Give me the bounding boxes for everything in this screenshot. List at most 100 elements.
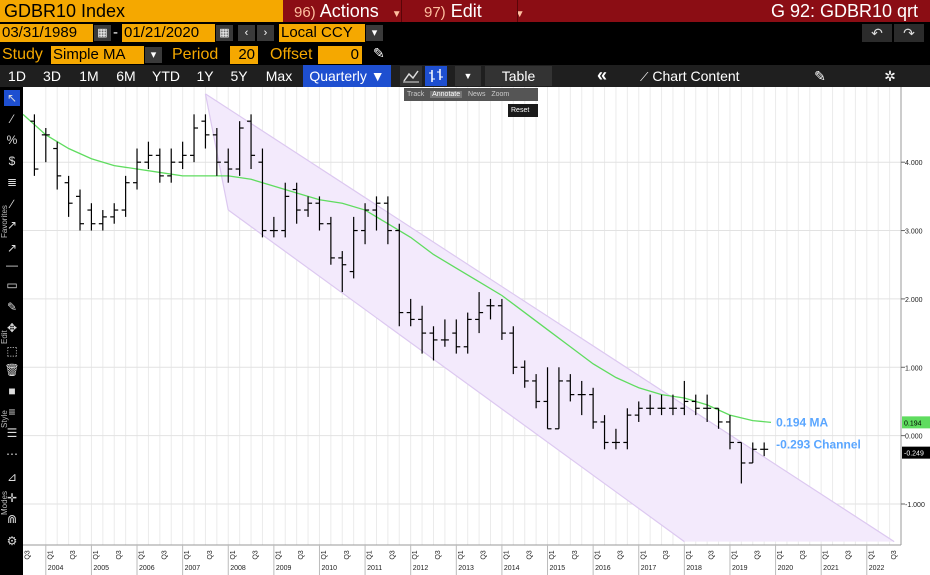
range-1m[interactable]: 1M — [79, 68, 99, 84]
dollar-tool-icon[interactable]: $ — [8, 154, 16, 168]
period-input[interactable]: 20 — [230, 46, 258, 64]
x-year-label: 2006 — [139, 565, 155, 572]
x-quarter-label: Q3 — [253, 550, 260, 559]
x-quarter-label: Q3 — [207, 550, 214, 559]
x-year-label: 2007 — [185, 565, 201, 572]
actions-menu[interactable]: 96) Actions ▼ — [294, 0, 402, 22]
edit-menu[interactable]: 97) Edit ▼ — [424, 0, 525, 22]
window-title: G 92: GDBR10 qrt — [770, 1, 918, 21]
calendar-icon[interactable]: ▦ — [216, 25, 233, 41]
range-1d[interactable]: 1D — [8, 68, 26, 84]
fib-tool-icon[interactable]: ≣ — [6, 175, 18, 189]
frequency-select[interactable]: Quarterly ▼ — [303, 65, 391, 87]
pencil-icon[interactable]: ✎ — [373, 45, 385, 61]
x-quarter-label: Q1 — [686, 550, 693, 559]
range-5y[interactable]: 5Y — [230, 68, 248, 84]
edit-caret-icon: ▼ — [514, 9, 525, 20]
x-year-label: 2017 — [641, 565, 657, 572]
ruler-icon[interactable]: ⊿ — [6, 470, 18, 484]
x-quarter-label: Q3 — [800, 550, 807, 559]
title-bar: GDBR10 Index 96) Actions ▼ 97) Edit ▼ G … — [0, 0, 930, 22]
undo-icon[interactable]: ↶ — [862, 24, 892, 42]
dashes-icon[interactable]: ⋯ — [6, 447, 18, 461]
cursor-icon[interactable]: ↖ — [4, 90, 20, 106]
start-date-input[interactable]: 03/31/1989 — [0, 24, 93, 42]
x-quarter-label: Q3 — [116, 550, 123, 559]
news-option[interactable]: News — [467, 91, 486, 98]
color-swatch-icon[interactable]: ■ — [8, 384, 16, 398]
x-year-label: 2011 — [367, 565, 382, 572]
ray-tool-icon[interactable]: ↗ — [6, 218, 18, 232]
trend-tool-icon[interactable]: ↗ — [6, 241, 18, 255]
x-quarter-label: Q1 — [275, 550, 282, 559]
chart-mode-popup: Track Annotate News Zoom — [404, 88, 538, 101]
line-weight-icon[interactable]: ☰ — [6, 426, 18, 440]
range-ytd[interactable]: YTD — [152, 68, 180, 84]
pen-tool-icon[interactable]: ✎ — [6, 300, 18, 314]
range-6m[interactable]: 6M — [116, 68, 136, 84]
x-quarter-label: Q1 — [139, 550, 146, 559]
percent-tool-icon[interactable]: % — [6, 133, 18, 147]
actions-caret-icon: ▼ — [391, 9, 402, 20]
table-button[interactable]: Table — [485, 66, 552, 86]
last-value-badge — [902, 446, 930, 459]
line-tool-icon[interactable]: ⁄ — [10, 112, 13, 126]
eraser-icon[interactable]: ⬚ — [6, 344, 18, 358]
chart-content-label: Chart Content — [652, 68, 740, 84]
redo-icon[interactable]: ↷ — [894, 24, 924, 42]
settings-icon[interactable]: ⚙ — [6, 534, 18, 548]
x-year-label: 2009 — [276, 565, 292, 572]
x-year-label: 2005 — [93, 565, 109, 572]
price-chart[interactable]: 0.194 MA -0.293 Channel 4.000 3.000 2.000 1.0… — [22, 87, 930, 575]
channel-tool-icon[interactable]: ∕ — [10, 197, 13, 211]
chart-area[interactable]: 0.194 MA -0.293 Channel 4.000 3.000 2.000 1.0… — [22, 87, 930, 575]
move-tool-icon[interactable]: ✥ — [6, 321, 18, 335]
x-year-label: 2004 — [48, 565, 64, 572]
x-year-label: 2018 — [686, 565, 702, 572]
x-quarter-label: Q3 — [846, 550, 853, 559]
x-quarter-label: Q1 — [321, 550, 328, 559]
chevron-down-icon[interactable]: ▾ — [366, 25, 383, 41]
next-arrow-icon[interactable]: › — [257, 25, 274, 41]
collapse-icon[interactable]: « — [587, 66, 617, 86]
edit-chart-icon[interactable]: ✎ — [814, 68, 826, 84]
bar-chart-icon[interactable] — [425, 66, 447, 86]
ticker-field[interactable]: GDBR10 Index — [0, 0, 283, 22]
x-quarter-label: Q3 — [70, 550, 77, 559]
x-quarter-label: Q1 — [549, 550, 556, 559]
offset-input[interactable]: 0 — [318, 46, 362, 64]
range-3d[interactable]: 3D — [43, 68, 61, 84]
chevron-down-icon[interactable]: ▼ — [455, 66, 481, 86]
x-quarter-label: Q3 — [25, 550, 32, 559]
line-chart-icon[interactable] — [400, 66, 422, 86]
rectangle-tool-icon[interactable]: ▭ — [6, 278, 18, 292]
chart-content-button[interactable]: ⟋ Chart Content — [640, 65, 760, 87]
study-select[interactable]: Simple MA — [51, 46, 144, 64]
zoom-option[interactable]: Zoom — [491, 91, 510, 98]
edit-num: 97) — [424, 4, 446, 21]
prev-arrow-icon[interactable]: ‹ — [238, 25, 255, 41]
toolbar: 1D 3D 1M 6M YTD 1Y 5Y Max Quarterly ▼ ▼ … — [0, 65, 930, 87]
gear-icon[interactable]: ✲ — [884, 68, 896, 84]
range-1y[interactable]: 1Y — [196, 68, 214, 84]
chevron-down-icon[interactable]: ▾ — [145, 47, 162, 63]
track-option[interactable]: Track — [407, 91, 425, 98]
divider — [517, 0, 518, 22]
end-date-input[interactable]: 01/21/2020 — [122, 24, 215, 42]
ma-value-badge — [902, 416, 930, 429]
date-bar: 03/31/1989 ▦ - 01/21/2020 ▦ ‹ › Local CC… — [0, 22, 930, 43]
y-tick-label: -1.000 — [905, 502, 925, 509]
magnet-icon[interactable]: ⋒ — [6, 512, 18, 526]
line-style-icon[interactable]: ≡ — [8, 405, 16, 419]
ma-annotation: 0.194 MA — [776, 415, 828, 429]
trash-icon[interactable]: 🗑 — [4, 363, 20, 377]
study-bar: Study Simple MA ▾ Period 20 Offset 0 ✎ — [0, 44, 930, 65]
annotate-option[interactable]: Annotate — [430, 91, 463, 98]
reset-button[interactable]: Reset — [508, 104, 538, 117]
range-max[interactable]: Max — [265, 68, 293, 84]
currency-select[interactable]: Local CCY — [279, 24, 365, 42]
collapse-glyph: « — [596, 65, 607, 85]
crosshair-icon[interactable]: ✛ — [6, 491, 18, 505]
horizontal-line-icon[interactable]: — — [6, 258, 18, 272]
calendar-icon[interactable]: ▦ — [94, 25, 111, 41]
